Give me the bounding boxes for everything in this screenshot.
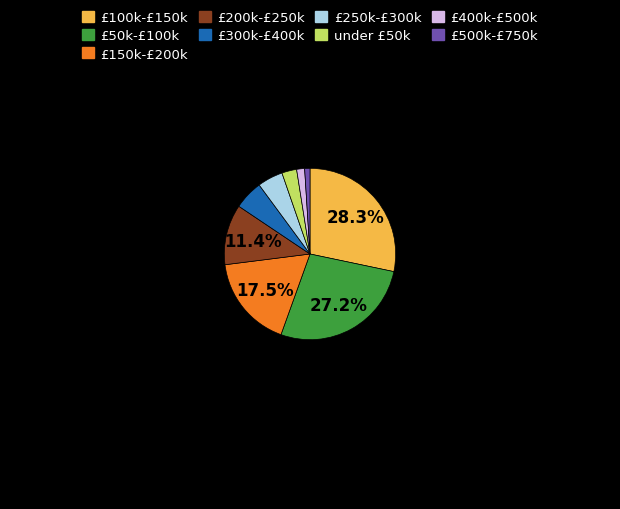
Wedge shape (259, 174, 310, 254)
Text: 28.3%: 28.3% (326, 209, 384, 227)
Text: 17.5%: 17.5% (236, 282, 293, 300)
Wedge shape (239, 186, 310, 254)
Wedge shape (296, 169, 310, 254)
Wedge shape (225, 254, 310, 335)
Wedge shape (282, 170, 310, 254)
Wedge shape (304, 169, 310, 254)
Legend: £100k-£150k, £50k-£100k, £150k-£200k, £200k-£250k, £300k-£400k, £250k-£300k, und: £100k-£150k, £50k-£100k, £150k-£200k, £2… (77, 7, 543, 67)
Text: 27.2%: 27.2% (309, 296, 367, 314)
Wedge shape (224, 207, 310, 265)
Wedge shape (281, 254, 394, 340)
Wedge shape (310, 169, 396, 272)
Text: 11.4%: 11.4% (224, 232, 282, 250)
